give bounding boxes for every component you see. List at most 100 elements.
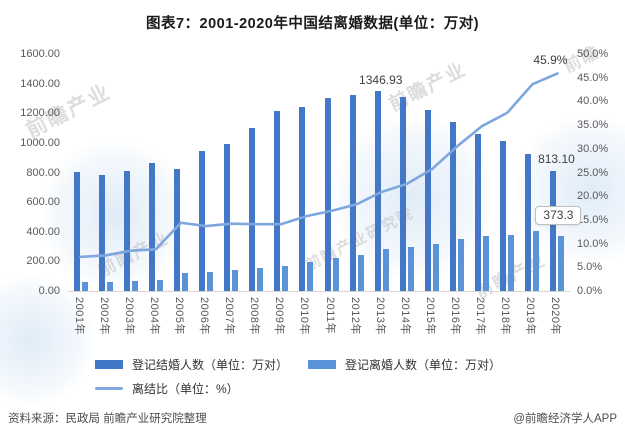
bar-divorces-2013年 bbox=[382, 249, 389, 291]
y-axis-left-tick: 1000.00 bbox=[20, 136, 60, 149]
bar-marriages-2019年 bbox=[525, 153, 532, 291]
y-axis-left-tick: 400.00 bbox=[26, 225, 60, 238]
bar-divorces-2002年 bbox=[106, 282, 113, 291]
y-axis-right-tick: 25.0% bbox=[577, 166, 609, 179]
bar-marriages-2002年 bbox=[98, 174, 105, 291]
bar-marriages-2016年 bbox=[450, 121, 457, 291]
x-tick-label: 2017年 bbox=[474, 297, 487, 335]
x-tick-label: 2014年 bbox=[398, 297, 411, 335]
legend-bar-swatch bbox=[95, 359, 123, 369]
y-axis-left-tick: 600.00 bbox=[26, 196, 60, 209]
x-tick-label: 2004年 bbox=[147, 297, 160, 335]
bar-marriages-2018年 bbox=[500, 140, 507, 291]
y-axis-right-tick: 5.0% bbox=[577, 261, 603, 274]
x-tick-label: 2006年 bbox=[198, 297, 211, 335]
x-tick-label: 2007年 bbox=[223, 297, 236, 335]
bar-divorces-2005年 bbox=[181, 273, 188, 291]
bar-marriages-2003年 bbox=[123, 170, 130, 291]
bar-divorces-2006年 bbox=[207, 271, 214, 291]
bar-marriages-2005年 bbox=[173, 169, 180, 291]
bar-marriages-2011年 bbox=[324, 98, 331, 291]
y-axis-left-tick: 800.00 bbox=[26, 166, 60, 179]
bar-divorces-2019年 bbox=[533, 231, 540, 291]
legend-item: 离结比（单位：%） bbox=[95, 380, 239, 397]
bar-marriages-2004年 bbox=[148, 162, 155, 291]
bar-divorces-2011年 bbox=[332, 258, 339, 291]
x-tick-label: 2001年 bbox=[72, 297, 85, 335]
source-note: 资料来源：民政局 前瞻产业研究院整理 bbox=[8, 413, 207, 425]
data-label-45.9%: 45.9% bbox=[533, 53, 568, 68]
bar-divorces-2014年 bbox=[407, 247, 414, 291]
x-tick-label: 2016年 bbox=[449, 297, 462, 335]
legend-item: 登记结婚人数（单位：万对） bbox=[95, 356, 288, 373]
x-tick-label: 2018年 bbox=[499, 297, 512, 335]
legend-label: 登记离婚人数（单位：万对） bbox=[345, 357, 502, 372]
x-tick-label: 2002年 bbox=[97, 297, 110, 335]
bar-marriages-2009年 bbox=[274, 111, 281, 291]
chart-title: 图表7：2001-2020年中国结离婚数据(单位：万对) bbox=[145, 16, 480, 32]
y-axis-right-tick: 20.0% bbox=[577, 190, 609, 203]
x-axis-line bbox=[68, 291, 570, 292]
y-axis-right-tick: 40.0% bbox=[577, 95, 609, 108]
data-label-373.3: 373.3 bbox=[535, 205, 582, 225]
y-axis-right-tick: 35.0% bbox=[577, 119, 609, 132]
y-axis-right-tick: 10.0% bbox=[577, 237, 609, 250]
x-tick-label: 2013年 bbox=[373, 297, 386, 335]
chart-legend: 登记结婚人数（单位：万对） 登记离婚人数（单位：万对） 离结比（单位：%） bbox=[95, 352, 501, 400]
y-axis-right-tick: 50.0% bbox=[577, 48, 609, 60]
y-axis-right-tick: 0.0% bbox=[577, 285, 603, 297]
bar-marriages-2020年 bbox=[550, 170, 557, 291]
bar-marriages-2001年 bbox=[73, 171, 80, 291]
bar-marriages-2017年 bbox=[475, 133, 482, 291]
bar-divorces-2003年 bbox=[131, 280, 138, 291]
y-axis-left-tick: 1600.00 bbox=[20, 48, 60, 60]
data-label-813.10: 813.10 bbox=[538, 151, 575, 166]
legend-row: 登记结婚人数（单位：万对） 登记离婚人数（单位：万对） bbox=[95, 352, 501, 376]
x-tick-label: 2008年 bbox=[248, 297, 261, 335]
x-tick-label: 2012年 bbox=[348, 297, 361, 335]
x-tick-label: 2003年 bbox=[122, 297, 135, 335]
x-tick-label: 2011年 bbox=[323, 297, 336, 335]
legend-bar-swatch bbox=[308, 359, 337, 369]
bar-marriages-2013年 bbox=[374, 91, 381, 291]
bar-marriages-2006年 bbox=[199, 151, 206, 291]
data-label-1346.93: 1346.93 bbox=[359, 73, 403, 88]
x-tick-label: 2020年 bbox=[549, 297, 562, 335]
y-axis-left-tick: 0.00 bbox=[38, 285, 60, 297]
brand-credit: @前瞻经济学人APP bbox=[513, 413, 617, 425]
legend-line-swatch bbox=[95, 386, 123, 390]
y-axis-left-tick: 1200.00 bbox=[20, 107, 60, 120]
bar-marriages-2010年 bbox=[299, 107, 306, 291]
bar-divorces-2012年 bbox=[357, 255, 364, 291]
bar-divorces-2010年 bbox=[307, 261, 314, 291]
legend-row: 离结比（单位：%） bbox=[95, 376, 501, 400]
bar-marriages-2014年 bbox=[399, 97, 406, 291]
bar-marriages-2015年 bbox=[424, 109, 431, 291]
bar-divorces-2018年 bbox=[508, 234, 515, 291]
bar-marriages-2008年 bbox=[249, 128, 256, 291]
y-axis-left-tick: 1400.00 bbox=[20, 77, 60, 90]
x-tick-label: 2015年 bbox=[423, 297, 436, 335]
bar-divorces-2001年 bbox=[81, 282, 88, 291]
y-axis-right-tick: 15.0% bbox=[577, 213, 609, 226]
bar-divorces-2020年 bbox=[558, 235, 565, 291]
legend-item: 登记离婚人数（单位：万对） bbox=[308, 356, 501, 373]
x-tick-label: 2019年 bbox=[524, 297, 537, 335]
y-axis-right-tick: 45.0% bbox=[577, 71, 609, 84]
x-tick-label: 2005年 bbox=[172, 297, 185, 335]
legend-label: 离结比（单位：%） bbox=[132, 381, 239, 396]
bar-marriages-2012年 bbox=[349, 94, 356, 291]
bar-divorces-2016年 bbox=[458, 239, 465, 291]
legend-label: 登记结婚人数（单位：万对） bbox=[132, 357, 289, 372]
chart-footer: 资料来源：民政局 前瞻产业研究院整理 @前瞻经济学人APP bbox=[8, 410, 617, 426]
bar-divorces-2007年 bbox=[232, 270, 239, 291]
bar-marriages-2007年 bbox=[224, 144, 231, 291]
bar-divorces-2015年 bbox=[432, 244, 439, 291]
bar-divorces-2009年 bbox=[282, 265, 289, 291]
bar-divorces-2017年 bbox=[483, 236, 490, 291]
y-axis-right-tick: 30.0% bbox=[577, 142, 609, 155]
bar-divorces-2004年 bbox=[156, 279, 163, 291]
x-tick-label: 2009年 bbox=[273, 297, 286, 335]
bar-divorces-2008年 bbox=[257, 267, 264, 291]
